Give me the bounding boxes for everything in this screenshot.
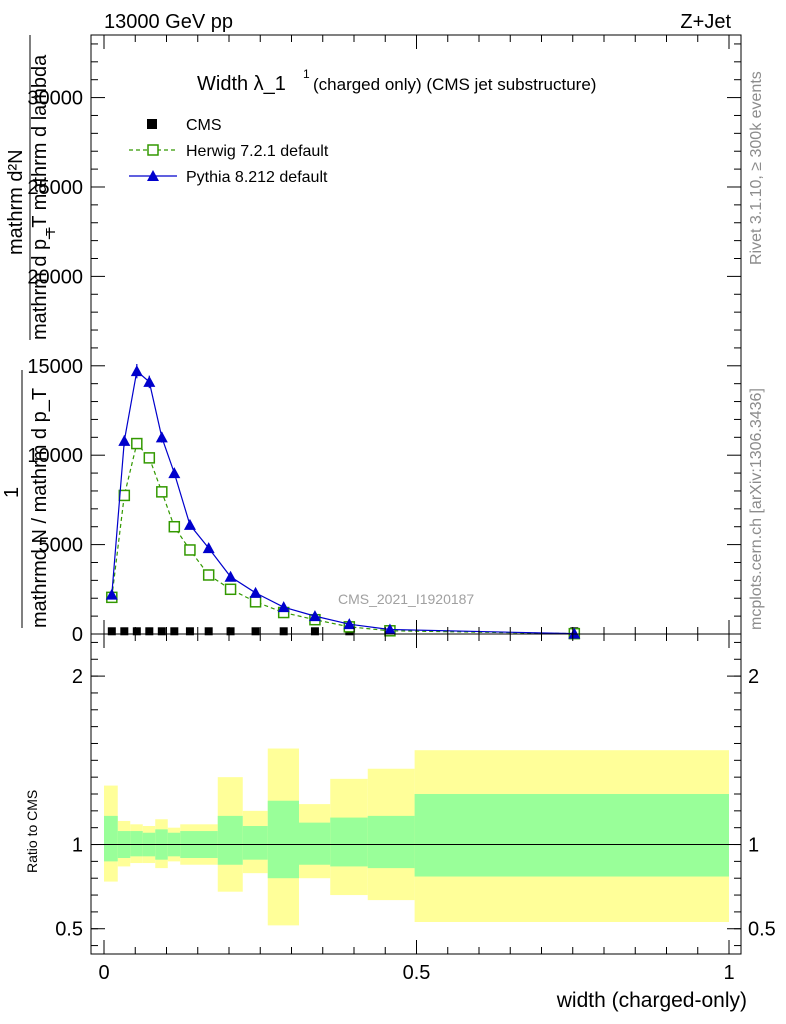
legend-label-cms: CMS	[186, 117, 222, 134]
plot-title-main: Width λ_1	[197, 73, 286, 95]
ratio-ytick-label-left: 1	[72, 835, 83, 857]
data-point-herwig	[249, 596, 262, 608]
data-point-cms	[226, 627, 235, 636]
data-point-cms	[145, 627, 154, 636]
data-point-herwig	[118, 489, 131, 502]
ratio-panel: 0.5 0.5 1 1 2 2 0 0.5 1 Ratio to CMS width (char…	[24, 633, 776, 1012]
legend: CMS Herwig 7.2.1 default Pythia 8.212 de…	[129, 117, 329, 186]
data-point-pythia	[105, 588, 118, 600]
data-point-cms	[132, 627, 141, 636]
process-label: Z+Jet	[680, 11, 731, 33]
main-ytick-label: 10000	[27, 445, 83, 467]
data-point-herwig	[224, 583, 237, 596]
data-point-pythia	[143, 375, 156, 387]
plot-title: Width λ_1 1 (charged only) (CMS jet subs…	[197, 67, 596, 95]
ratio-band-inner	[367, 815, 415, 869]
main-ytick-label: 15000	[27, 356, 83, 378]
legend-marker-cms	[147, 119, 157, 129]
data-point-herwig	[131, 437, 143, 450]
plot-title-superscript: 1	[303, 67, 310, 81]
data-point-pythia	[118, 434, 131, 446]
collision-label: 13000 GeV pp	[104, 11, 233, 33]
data-point-herwig	[156, 486, 168, 498]
data-point-cms	[310, 627, 319, 636]
mcplots-label: mcplots.cern.ch [arXiv:1306.3436]	[748, 388, 765, 630]
legend-marker-herwig	[147, 144, 159, 156]
data-point-pythia	[308, 610, 321, 622]
data-point-cms	[107, 627, 116, 636]
ylabel-numerator: mathrm d²N	[5, 149, 27, 255]
ratio-ylabel: Ratio to CMS	[24, 790, 40, 873]
data-point-herwig	[202, 569, 215, 581]
data-point-cms	[204, 627, 213, 636]
main-ytick-label: 5000	[39, 535, 84, 557]
plot-title-suffix: (charged only) (CMS jet substructure)	[313, 75, 596, 94]
legend-label-pythia: Pythia 8.212 default	[186, 169, 328, 186]
data-point-pythia	[130, 365, 143, 377]
data-point-cms	[279, 627, 288, 636]
ratio-ytick-label-left: 2	[72, 666, 83, 688]
ratio-xtick-label: 0.5	[403, 962, 431, 984]
data-point-pythia	[183, 518, 196, 530]
data-point-pythia	[249, 586, 262, 598]
rivet-label: Rivet 3.1.10, ≥ 300k events	[748, 71, 765, 265]
main-ylabel: mathrm d²N mathrm d p_T mathrm d lambda …	[1, 35, 58, 628]
ratio-band-inner	[217, 815, 243, 865]
main-ytick-label: 30000	[27, 88, 83, 110]
data-point-pythia	[568, 627, 581, 639]
ratio-axes: 0.5 0.5 1 1 2 2 0 0.5 1	[55, 634, 776, 984]
data-point-cms	[120, 627, 129, 636]
ratio-band-inner	[267, 800, 299, 879]
main-ytick-label: 25000	[27, 177, 83, 199]
ratio-xtick-label: 1	[723, 962, 734, 984]
analysis-watermark: CMS_2021_I1920187	[338, 591, 474, 607]
legend-label-herwig: Herwig 7.2.1 default	[186, 143, 329, 160]
data-point-pythia	[202, 542, 215, 554]
main-ytick-label: 0	[72, 624, 83, 646]
data-point-pythia	[343, 618, 356, 630]
ratio-ytick-label-right: 0.5	[748, 919, 776, 941]
data-point-pythia	[383, 623, 396, 635]
main-axes: 0 5000 10000 15000 20000 25000 30000	[27, 35, 741, 646]
ratio-band-inner	[242, 826, 268, 860]
ratio-band-inner	[414, 794, 729, 877]
legend-marker-pythia	[147, 170, 159, 181]
main-panel: 0 5000 10000 15000 20000 25000 30000 Width λ_1…	[1, 34, 742, 646]
ylabel-one: 1	[1, 487, 23, 498]
data-point-pythia	[224, 570, 237, 582]
data-point-cms	[170, 627, 179, 636]
data-point-cms	[251, 627, 260, 636]
ratio-ytick-label-right: 1	[748, 835, 759, 857]
ratio-band-inner	[130, 831, 143, 857]
data-point-pythia	[168, 467, 181, 479]
data-point-herwig	[184, 544, 196, 556]
ylabel-denominator-top: mathrm d p_T mathrm d lambda	[29, 54, 51, 340]
ratio-ytick-label-left: 0.5	[55, 919, 83, 941]
data-point-herwig	[168, 520, 181, 533]
ratio-band-inner	[299, 822, 331, 865]
ratio-ytick-label-right: 2	[748, 666, 759, 688]
data-point-herwig	[143, 452, 156, 464]
ratio-plot-area	[91, 748, 741, 926]
data-point-pythia	[277, 601, 290, 613]
main-ytick-label: 20000	[27, 266, 83, 288]
ratio-xtick-label: 0	[98, 962, 109, 984]
ratio-band-inner	[104, 815, 118, 862]
data-point-cms	[185, 627, 194, 636]
ylabel-normalization: mathrmd N / mathrm d p_T	[29, 388, 51, 628]
data-point-pythia	[155, 431, 168, 443]
ratio-band-inner	[330, 817, 368, 867]
data-point-cms	[157, 627, 166, 636]
x-axis-label: width (charged-only)	[556, 989, 747, 1012]
ylabel-denominator-sub: T	[43, 228, 58, 236]
